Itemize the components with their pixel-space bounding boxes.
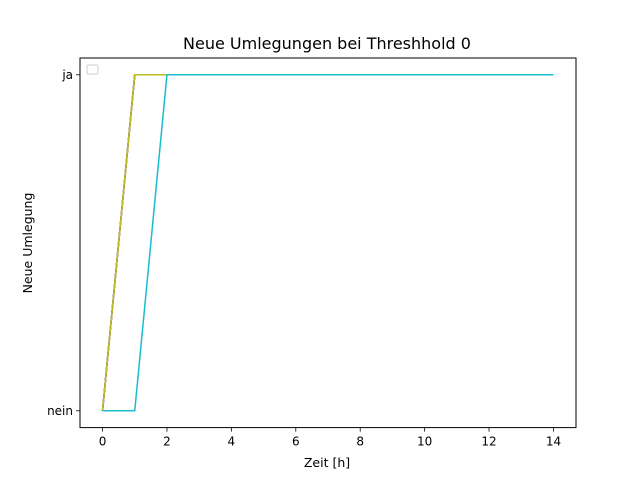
x-tick-label: 4 <box>228 435 236 449</box>
y-tick-label: ja <box>61 68 73 82</box>
series-line-10 <box>102 74 554 412</box>
series-layer <box>101 74 554 412</box>
x-tick-label: 10 <box>417 435 432 449</box>
y-tick-label: nein <box>47 404 73 418</box>
x-tick-label: 12 <box>481 435 496 449</box>
x-tick-label: 0 <box>99 435 107 449</box>
y-axis: nein ja <box>47 68 80 418</box>
x-tick-label: 2 <box>163 435 171 449</box>
axes-frame <box>79 57 577 429</box>
x-tick-label: 14 <box>546 435 561 449</box>
legend-box <box>86 64 99 75</box>
x-axis: 0 2 4 6 8 10 12 14 <box>99 427 561 449</box>
x-tick-label: 8 <box>356 435 364 449</box>
plot-area <box>101 74 554 412</box>
x-axis-label: Zeit [h] <box>304 455 350 470</box>
chart-title: Neue Umlegungen bei Threshhold 0 <box>183 34 471 53</box>
y-axis-label: Neue Umlegung <box>20 193 35 294</box>
x-tick-label: 6 <box>292 435 300 449</box>
